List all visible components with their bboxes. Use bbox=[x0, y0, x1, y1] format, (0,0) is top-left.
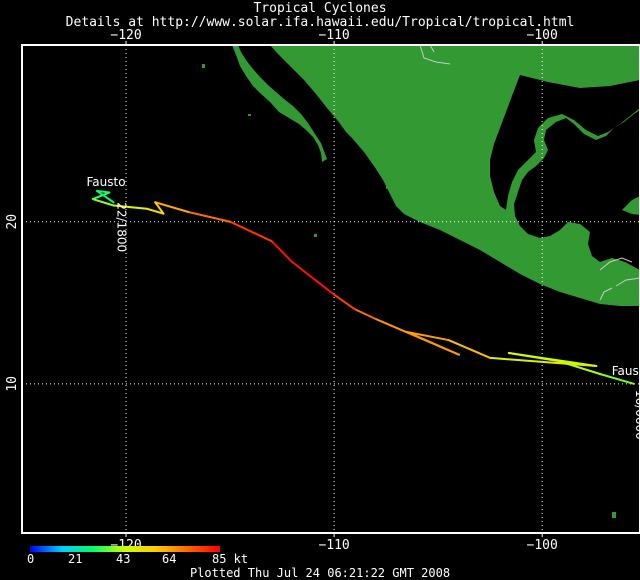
track-segment bbox=[95, 189, 115, 204]
colorbar-label-2: 43 bbox=[116, 552, 131, 566]
track-segment bbox=[91, 198, 115, 207]
gulf-of-california-water bbox=[262, 45, 346, 132]
baja-california-land bbox=[232, 45, 327, 162]
state-borders bbox=[419, 44, 640, 301]
plot-timestamp: Plotted Thu Jul 24 06:21:22 GMT 2008 bbox=[189, 566, 451, 580]
colorbar-label-4: 85 kt bbox=[212, 552, 249, 566]
lon-label-top: −110 bbox=[318, 28, 349, 43]
land-areas bbox=[202, 44, 640, 518]
storm-name-end: Fausto bbox=[87, 175, 126, 189]
colorbar-label-1: 21 bbox=[68, 552, 83, 566]
storm-labels: Fausto 16/0600 Fausto 22/1800 bbox=[87, 175, 640, 440]
track-segment bbox=[229, 220, 273, 243]
track-segment bbox=[270, 240, 294, 264]
island bbox=[612, 512, 616, 518]
colorbar-label-0: 0 bbox=[27, 552, 35, 566]
lon-label-bottom: −110 bbox=[318, 538, 349, 553]
map-title: Tropical Cyclones bbox=[253, 1, 387, 16]
island bbox=[248, 114, 251, 116]
track-segment bbox=[507, 352, 598, 368]
graticule bbox=[22, 45, 640, 533]
track-segment bbox=[405, 330, 450, 342]
track-segment bbox=[154, 201, 165, 215]
track-segment bbox=[187, 210, 232, 223]
lon-label-bottom: −100 bbox=[527, 538, 558, 553]
colorbar-label-3: 64 bbox=[162, 552, 177, 566]
start-time-label: 16/0600 bbox=[633, 390, 640, 440]
map-frame bbox=[21, 44, 640, 534]
lat-label: 20 bbox=[5, 214, 20, 230]
lat-label: 10 bbox=[5, 376, 20, 392]
storm-tracks bbox=[91, 189, 635, 385]
lon-label-top: −120 bbox=[110, 28, 141, 43]
lon-label-top: −100 bbox=[527, 28, 558, 43]
intensity-colorbar bbox=[30, 546, 220, 552]
gulf-of-mexico-water bbox=[490, 75, 640, 210]
map-subtitle: Details at http://www.solar.ifa.hawaii.e… bbox=[65, 15, 575, 30]
track-segment bbox=[489, 356, 598, 368]
island bbox=[202, 64, 205, 68]
track-segment bbox=[599, 373, 635, 385]
track-segment bbox=[145, 207, 165, 215]
storm-name-start: Fausto bbox=[612, 364, 640, 378]
track-segment bbox=[112, 204, 148, 210]
track-segment bbox=[154, 201, 190, 213]
cuba-land bbox=[622, 196, 640, 215]
track-segment bbox=[333, 293, 356, 311]
track-segment bbox=[91, 191, 111, 201]
track-segment bbox=[447, 339, 492, 359]
track-segment bbox=[353, 308, 377, 320]
track-segment bbox=[291, 261, 336, 296]
end-time-label: 22/1800 bbox=[115, 202, 129, 252]
track-segment bbox=[374, 317, 460, 356]
island bbox=[386, 186, 389, 189]
island bbox=[314, 234, 317, 237]
